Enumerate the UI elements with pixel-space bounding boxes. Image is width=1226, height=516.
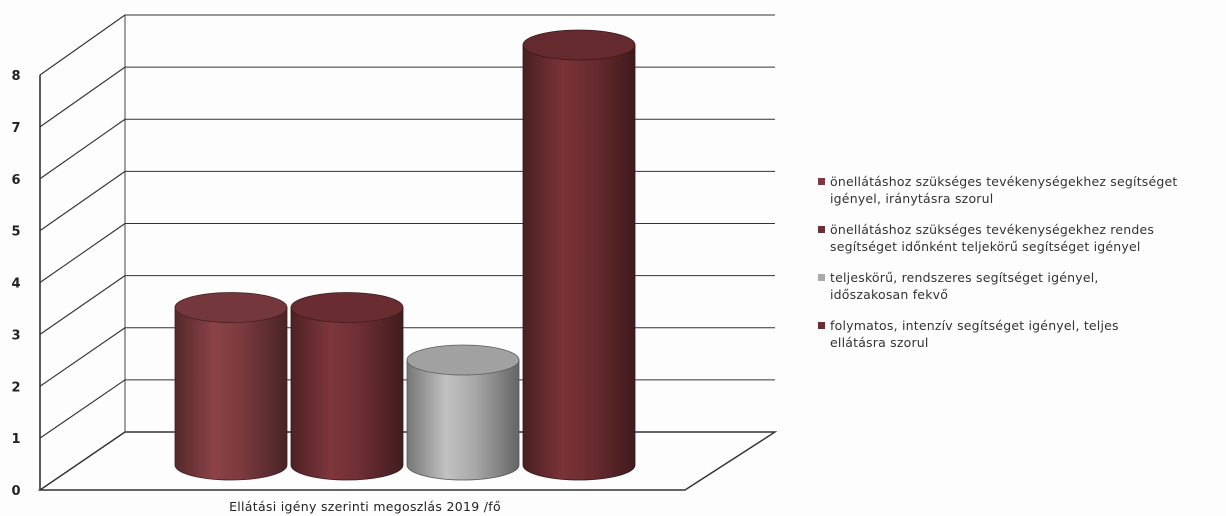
legend: önellátáshoz szükséges tevékenységekhez … [818,174,1178,350]
gridline-depth [39,275,126,335]
gridline-depth [39,379,126,439]
legend-label: önellátáshoz szükséges tevékenységekhez … [830,174,1178,189]
x-category-label: Ellátási igény szerinti megoszlás 2019 /… [229,499,501,514]
bars [174,29,636,481]
legend-label: ellátásra szorul [830,335,929,350]
bar [406,344,520,481]
y-tick-label: 3 [11,328,20,343]
bar-top [522,29,636,61]
legend-swatch [818,322,825,329]
y-tick-label: 4 [11,277,20,292]
bar-body [522,44,636,481]
y-tick-label: 5 [11,225,20,240]
y-tick-label: 6 [11,173,20,188]
legend-swatch [818,274,825,281]
bar-top [174,292,288,323]
legend-item: önellátáshoz szükséges tevékenységekhez … [818,222,1154,254]
bar-body [290,307,404,481]
legend-label: igényel, iránytásra szorul [830,191,993,206]
floor-outline [37,431,778,491]
gridline-depth [39,66,126,128]
gridline-depth [39,223,126,283]
bar-top [406,344,520,376]
legend-item: folymatos, intenzív segítséget igényel, … [818,318,1119,350]
legend-item: teljeskörű, rendszeres segítséget igénye… [818,270,1099,302]
y-tick-label: 1 [11,432,20,447]
bar [174,292,288,481]
legend-label: segítséget időnként teljekörű segítséget… [830,239,1141,254]
legend-swatch [818,226,825,233]
legend-label: teljeskörű, rendszeres segítséget igénye… [830,270,1099,285]
legend-label: önellátáshoz szükséges tevékenységekhez … [830,222,1154,237]
y-tick-label: 8 [11,69,20,84]
gridline-depth [39,14,126,76]
bar [290,292,404,481]
y-axis-ticks: 0 1 2 3 4 5 6 7 8 [11,69,20,499]
y-tick-label: 2 [11,380,20,395]
gridline-depth [39,118,126,180]
legend-label: időszakosan fekvő [830,287,948,302]
gridline-depth [39,170,126,232]
bar-top [290,292,404,323]
gridline-depth [39,327,126,387]
legend-label: folymatos, intenzív segítséget igényel, … [830,318,1119,333]
legend-swatch [818,178,825,185]
bar-body [174,307,288,481]
y-tick-label: 0 [11,484,20,499]
bar-body [406,359,520,481]
y-tick-label: 7 [11,121,20,136]
legend-item: önellátáshoz szükséges tevékenységekhez … [818,174,1178,206]
bar [522,29,636,481]
